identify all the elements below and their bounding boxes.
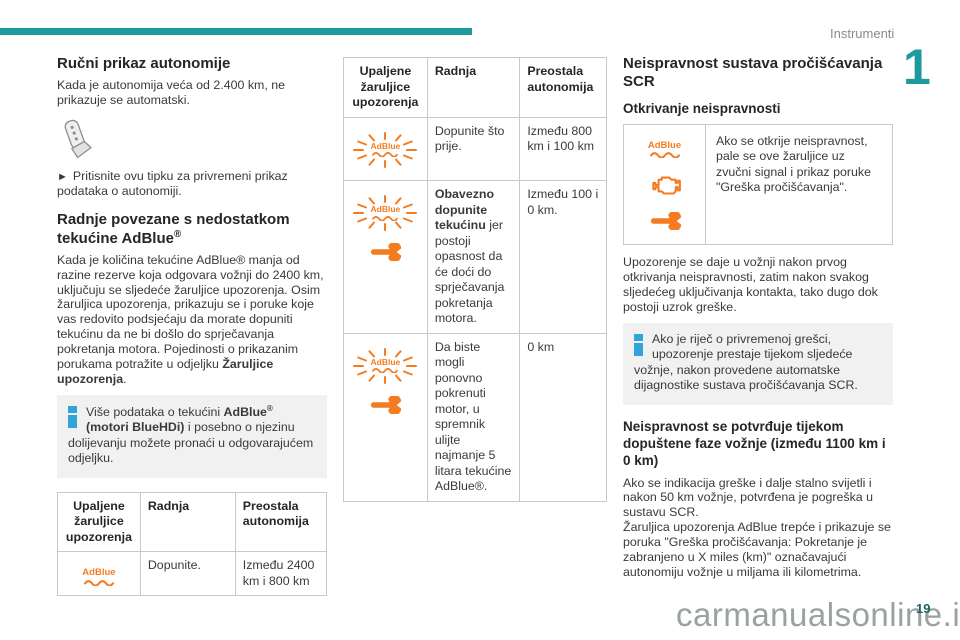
- adblue-warning-lamp-blinking-icon: AdBlue: [353, 130, 417, 170]
- info-icon: [634, 333, 643, 356]
- wrench-icon: [367, 396, 403, 414]
- col-header-lamps: Upaljene žaruljice upozorenja: [57, 491, 141, 553]
- info-icon: [68, 405, 77, 428]
- subheading-fault-detection: Otkrivanje neispravnosti: [623, 101, 781, 116]
- fault-lamp-icons: AdBlue: [624, 124, 706, 245]
- action-cell: Dopunite.: [139, 551, 236, 597]
- adblue-lamp-label: AdBlue: [370, 204, 401, 215]
- lamp-cell: AdBlue: [343, 116, 428, 181]
- check-engine-icon: [648, 173, 682, 197]
- para-adblue-shortage: Kada je količina tekućine AdBlue® manja …: [57, 253, 327, 387]
- adblue-lamp-label: AdBlue: [370, 356, 401, 367]
- adblue-warning-lamp-icon: AdBlue: [648, 141, 681, 159]
- action-text: jer postoji opasnost da će doći do sprje…: [434, 218, 505, 325]
- para-autonomy: Kada je autonomija veća od 2.400 km, ne …: [57, 78, 285, 107]
- para-press-button: ► Pritisnite ovu tipku za privremeni prik…: [57, 169, 327, 199]
- left-column: Ručni prikaz autonomije Kada je autonomi…: [57, 55, 328, 597]
- para-press-button-text: Pritisnite ovu tipku za privremeni prika…: [57, 168, 288, 198]
- autonomy-cell: Između 100 i 0 km.: [519, 180, 607, 334]
- heading-scr-malfunction: Neispravnost sustava pročišćavanja SCR: [623, 55, 883, 90]
- adblue-lamp-label: AdBlue: [647, 139, 682, 151]
- adblue-warning-lamp-blinking-icon: AdBlue: [353, 346, 417, 386]
- info-box-adblue-text-a: Više podataka o tekućini: [86, 404, 224, 419]
- info-box-temporary-fault-text: Ako je riječ o privremenoj grešci, upozo…: [634, 331, 858, 393]
- fault-detection-text: Ako se otkrije neispravnost, pale se ove…: [716, 133, 871, 195]
- info-box-temporary-fault: Ako je riječ o privremenoj grešci, upozo…: [623, 322, 893, 405]
- heading-adblue-shortage-text: Radnje povezane s nedostatkom tekućine A…: [57, 210, 290, 247]
- adblue-warning-lamp-icon: AdBlue: [82, 567, 116, 586]
- info-box-adblue-sup: ®: [266, 403, 273, 413]
- para-confirmed-fault-a: Ako se indikacija greške i dalje stalno …: [623, 475, 874, 520]
- action-text: Dopunite što prije.: [434, 123, 505, 154]
- table-header-row: Upaljene žaruljice upozorenja Radnja Pre…: [57, 491, 328, 553]
- info-box-adblue-bold: AdBlue: [223, 404, 267, 419]
- info-box-adblue: Više podataka o tekućini AdBlue® (motori…: [57, 394, 327, 478]
- section-header: Instrumenti: [830, 26, 895, 41]
- page-number: 19: [916, 601, 931, 616]
- lamp-cell: AdBlue: [343, 180, 428, 334]
- autonomy-cell: Između 2400 km i 800 km: [234, 551, 328, 597]
- autonomy-cell: Između 800 km i 100 km: [519, 116, 607, 181]
- action-cell: Da biste mogli ponovno pokrenuti motor, …: [426, 332, 521, 502]
- stalk-button-icon: [59, 116, 327, 165]
- col-header-action: Radnja: [139, 491, 236, 553]
- top-accent-bar: [0, 28, 472, 35]
- adblue-lamp-label: AdBlue: [82, 567, 116, 579]
- para-warning-given: Upozorenje se daje u vožnji nakon prvog …: [623, 255, 878, 314]
- heading-adblue-shortage: Radnje povezane s nedostatkom tekućine A…: [57, 211, 327, 248]
- para-adblue-shortage-end: .: [123, 371, 127, 386]
- autonomy-cell: 0 km: [519, 332, 607, 502]
- fault-detection-box: AdBlue Ako se otkrije neispravnost, pale…: [623, 123, 893, 246]
- middle-column: Upaljene žaruljice upozorenja Radnja Pre…: [343, 57, 607, 502]
- adblue-warning-lamp-blinking-icon: AdBlue: [353, 193, 417, 233]
- chapter-number: 1: [903, 39, 931, 95]
- table-row: AdBlue Dopunite što prije. Između 800 km…: [343, 116, 607, 181]
- action-text: Dopunite.: [147, 558, 201, 573]
- info-box-adblue-bold2: (motori BlueHDi): [86, 420, 185, 435]
- col-header-action: Radnja: [426, 57, 521, 118]
- right-column: Neispravnost sustava pročišćavanja SCR O…: [623, 55, 893, 588]
- table-row: AdBlue Da biste mogli ponovno pokrenuti …: [343, 332, 607, 502]
- col-header-lamps: Upaljene žaruljice upozorenja: [343, 57, 428, 118]
- warning-table-middle: Upaljene žaruljice upozorenja Radnja Pre…: [343, 57, 607, 502]
- lamp-cell: AdBlue: [57, 551, 141, 597]
- action-bold: Obavezno dopunite tekućinu: [434, 187, 495, 232]
- watermark: carmanualsonline.info: [676, 596, 960, 633]
- col-header-autonomy: Preostala autonomija: [519, 57, 607, 118]
- table-row: AdBlue Dopunite. Između 2400 km i 800 km: [57, 551, 328, 597]
- para-confirmed-fault-b: Žaruljica upozorenja AdBlue trepće i pri…: [623, 520, 891, 579]
- table-row: AdBlue Obavezno dopunite tekućinu jer po…: [343, 180, 607, 334]
- action-cell: Obavezno dopunite tekućinu jer postoji o…: [426, 180, 521, 334]
- lamp-cell: AdBlue: [343, 332, 428, 502]
- arrow-bullet-icon: ►: [57, 170, 68, 183]
- col-header-autonomy: Preostala autonomija: [234, 491, 328, 553]
- para-adblue-shortage-bold: Žaruljice upozorenja: [57, 356, 274, 386]
- wrench-icon: [647, 212, 683, 230]
- action-cell: Dopunite što prije.: [426, 116, 521, 181]
- para-adblue-shortage-text: Kada je količina tekućine AdBlue® manja …: [57, 252, 324, 371]
- action-text: Da biste mogli ponovno pokrenuti motor, …: [434, 339, 512, 494]
- subheading-confirmed-fault: Neispravnost se potvrđuje tijekom dopušt…: [623, 418, 886, 468]
- table-header-row: Upaljene žaruljice upozorenja Radnja Pre…: [343, 57, 607, 118]
- heading-adblue-shortage-sup: ®: [173, 228, 182, 240]
- heading-manual-display: Ručni prikaz autonomije: [57, 55, 231, 72]
- info-box-adblue-text-b: i posebno o njezinu dolijevanju možete p…: [68, 420, 314, 466]
- warning-table-left: Upaljene žaruljice upozorenja Radnja Pre…: [57, 491, 328, 597]
- adblue-lamp-label: AdBlue: [370, 140, 401, 151]
- wrench-icon: [367, 243, 403, 261]
